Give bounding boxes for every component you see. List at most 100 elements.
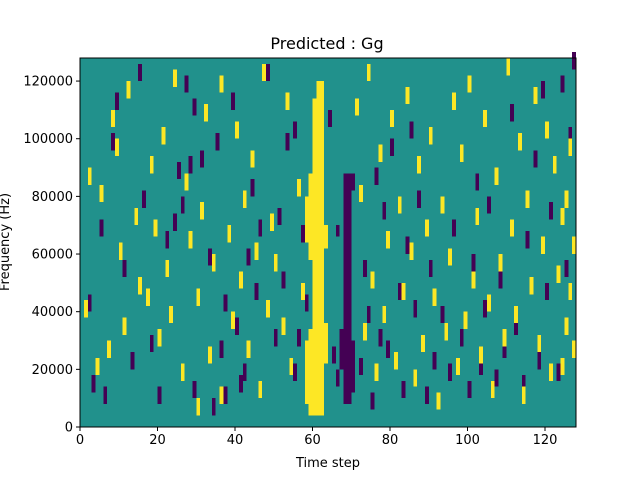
low-cell-12	[192, 380, 197, 399]
high-cell-32	[231, 311, 236, 329]
high-cell-56	[382, 305, 387, 324]
low-cell-32	[300, 225, 305, 243]
low-cell-13	[207, 248, 212, 266]
high-cell-104	[568, 138, 573, 157]
low-cell-23	[250, 179, 255, 197]
high-cell-30	[219, 75, 224, 93]
x-tick-label: 0	[76, 433, 84, 448]
low-cell-0	[91, 375, 96, 393]
high-cell-37	[250, 150, 255, 168]
low-cell-21	[242, 363, 247, 381]
low-cell-54	[440, 305, 445, 324]
high-cell-2	[95, 357, 100, 376]
low-cell-49	[413, 300, 418, 318]
high-cell-82	[483, 109, 487, 128]
low-cell-18	[231, 92, 236, 110]
low-cell-8	[180, 196, 185, 214]
high-cell-83	[486, 294, 491, 312]
y-tick-label: 100000	[23, 132, 73, 147]
high-cell-69	[432, 288, 437, 306]
note-band-2	[308, 173, 313, 260]
high-cell-42	[269, 213, 274, 231]
low-cell-52	[428, 259, 433, 278]
low-cell-77	[568, 127, 573, 145]
low-cell-73	[548, 202, 553, 220]
high-cell-72	[444, 323, 449, 341]
high-cell-43	[273, 254, 278, 272]
high-cell-6	[114, 138, 119, 157]
low-cell-22	[246, 248, 251, 266]
high-cell-55	[378, 144, 383, 162]
high-cell-75	[455, 357, 460, 376]
y-axis-ticks: 0 20000 40000 60000 80000 100000 120000	[23, 75, 80, 436]
low-cell-83	[138, 63, 143, 82]
low-cell-86	[200, 150, 205, 168]
low-cell-15	[215, 132, 220, 151]
high-cell-40	[262, 63, 267, 82]
y-tick-label: 20000	[32, 363, 73, 378]
low-cell-48	[405, 236, 410, 255]
high-cell-100	[552, 156, 557, 174]
low-cell-24	[254, 282, 259, 301]
low-cell-90	[351, 173, 356, 191]
high-cell-93	[525, 190, 530, 208]
high-cell-86	[498, 254, 503, 272]
high-cell-80	[475, 207, 480, 226]
high-cell-25	[200, 202, 205, 220]
low-cell-1	[103, 386, 108, 404]
high-cell-85	[494, 167, 499, 185]
note-band-9	[339, 328, 344, 370]
note-band-4	[304, 340, 309, 404]
high-cell-102	[560, 207, 565, 226]
high-cell-29	[219, 386, 224, 404]
high-cell-11	[138, 277, 143, 295]
low-cell-55	[448, 363, 453, 381]
low-cell-34	[328, 109, 332, 128]
high-cell-53	[370, 271, 375, 289]
low-cell-72	[545, 282, 549, 301]
high-cell-51	[362, 323, 367, 341]
high-cell-47	[297, 179, 301, 197]
y-tick-label: 60000	[32, 248, 73, 263]
low-cell-81	[111, 132, 115, 151]
high-cell-60	[397, 196, 402, 214]
high-cell-88	[506, 58, 511, 76]
low-cell-45	[390, 138, 394, 157]
low-cell-27	[277, 207, 282, 226]
note-band-7	[324, 225, 329, 249]
low-cell-70	[533, 150, 538, 168]
low-cell-67	[514, 317, 518, 335]
high-cell-21	[184, 173, 189, 191]
low-cell-63	[494, 369, 499, 387]
high-cell-90	[514, 305, 518, 324]
high-cell-96	[537, 334, 542, 353]
high-cell-27	[207, 346, 212, 364]
low-cell-38	[362, 259, 367, 278]
low-cell-33	[304, 294, 309, 312]
high-cell-44	[281, 317, 286, 335]
x-tick-label: 120	[533, 433, 558, 448]
high-cell-84	[490, 380, 495, 399]
high-cell-54	[374, 363, 379, 381]
low-cell-46	[397, 282, 402, 301]
low-cell-88	[258, 219, 263, 237]
note-band-8	[343, 173, 352, 404]
high-cell-61	[401, 282, 406, 301]
high-cell-106	[568, 282, 573, 301]
low-cell-69	[525, 230, 530, 249]
low-cell-60	[479, 357, 484, 376]
note-band-0	[312, 98, 325, 416]
low-cell-2	[114, 92, 119, 110]
high-cell-108	[564, 190, 569, 208]
high-cell-66	[421, 334, 425, 353]
high-cell-57	[386, 230, 391, 249]
high-cell-107	[572, 340, 577, 358]
low-cell-85	[173, 213, 177, 231]
high-cell-87	[502, 328, 507, 347]
high-cell-77	[463, 311, 468, 329]
low-cell-42	[378, 328, 383, 347]
low-cell-37	[359, 357, 363, 376]
high-cell-59	[393, 352, 398, 370]
low-cell-7	[176, 161, 181, 180]
high-cell-105	[572, 236, 577, 255]
